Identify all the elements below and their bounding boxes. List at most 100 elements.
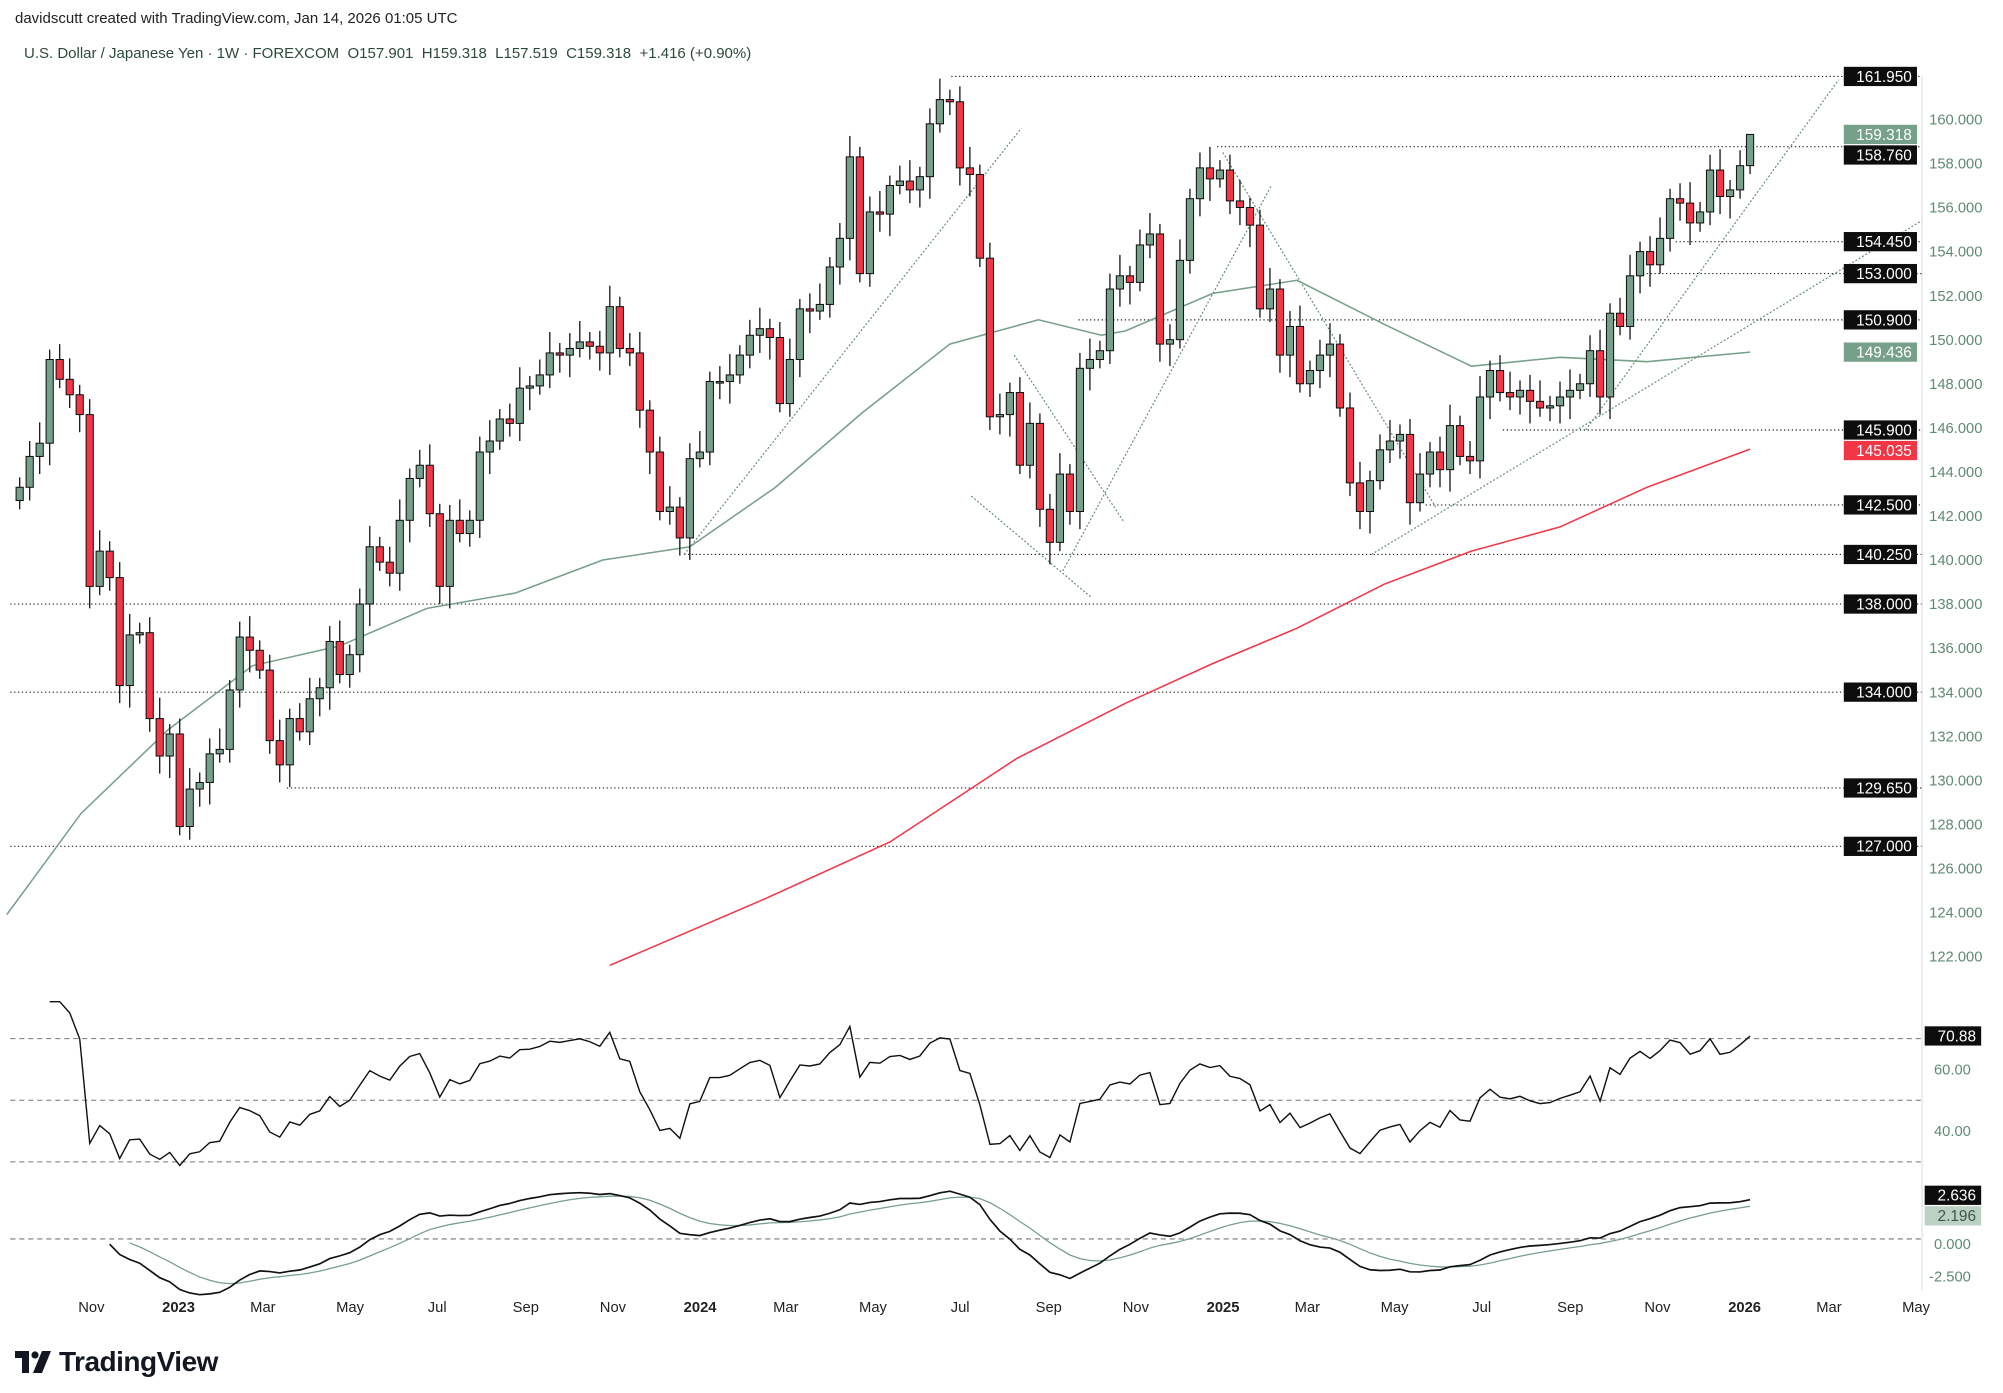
candle-body-up [745,334,754,356]
price-tick-label: 154.000 [1929,245,1982,261]
candle [845,135,854,261]
price-tick-label: 152.000 [1929,289,1982,305]
candle-body-up [395,519,404,574]
candle [315,677,324,717]
candle-body-up [95,550,104,587]
time-axis[interactable]: Nov 2023 Mar May Jul Sep Nov 2024 Mar May Jul Sep No… [78,1300,1930,1316]
candle [405,468,414,543]
candle-body-up [465,519,474,535]
candle-body-down [985,257,995,418]
exchange: FOREXCOM [252,45,340,62]
price-tick-label: 148.000 [1929,377,1982,393]
candle-body-down [875,211,884,215]
candle [505,403,514,437]
candle [1195,152,1205,217]
candle-body-down [335,640,344,676]
time-axis-label: Jul [1472,1300,1491,1316]
candle [15,477,24,510]
ohlc-change: +1.416 (+0.90%) [639,45,752,62]
interval[interactable]: 1W [216,45,240,62]
candle-body-down [105,550,114,579]
candle [1555,381,1565,424]
candle-body-up [135,632,144,636]
candle-body-up [185,788,194,828]
macd-value-box [1924,1206,1982,1226]
price-tick-label: 142.000 [1929,509,1982,525]
price-label-box [1843,145,1917,165]
price-tick-label: 134.000 [1929,685,1982,701]
candle-body-up [565,347,574,356]
candle [1335,334,1345,417]
price-label-box [1843,495,1917,515]
candle [295,703,304,741]
candle-body-up [195,781,204,790]
candle-body-up [825,266,834,305]
candle-body-down [1335,343,1345,409]
candle-body-up [785,358,794,405]
time-axis-label: Sep [1036,1300,1062,1316]
candle-body-up [1385,440,1395,451]
candle [1165,324,1175,367]
candle [825,257,834,318]
candle-body-up [915,176,924,191]
candle-body-down [435,513,444,587]
candle [1075,352,1085,530]
candle [595,330,604,371]
candle-body-down [675,506,684,539]
price-axis[interactable]: 122.000 124.000 126.000 128.000 130.000 132.0… [1843,66,1983,1291]
candle [565,333,574,378]
candle-body-down [1065,473,1075,513]
candle-body-up [1325,343,1335,356]
candle-body-up [45,358,54,444]
time-axis-label: Nov [1123,1300,1150,1316]
candle [785,338,794,417]
candle [1525,374,1535,424]
price-label-box [1843,544,1917,565]
candle [95,530,104,596]
candle [835,222,844,285]
candle-body-down [1535,400,1545,409]
candle-body-down [635,352,644,411]
tradingview-logo[interactable]: TradingView [15,1346,218,1378]
candle [1475,376,1485,479]
price-label: 134.000 [1856,685,1912,702]
candle-body-down [1435,451,1445,471]
candle [715,366,724,400]
symbol-name[interactable]: U.S. Dollar / Japanese Yen [24,45,204,62]
candle-body-down [1295,325,1305,385]
candle-body-down [1255,224,1265,310]
candle [1205,146,1215,201]
candle [1355,461,1365,530]
candle-body-up [1395,433,1405,442]
candle [325,626,334,710]
candle [445,504,454,609]
candle-body-down [245,636,254,651]
macd-value-label: 2.636 [1938,1188,1977,1205]
candle [335,620,344,684]
price-tick-label: 136.000 [1929,641,1982,657]
candle-body-down [255,649,264,671]
candle-body-up [1705,169,1715,213]
trendline [1585,79,1840,431]
candle-body-up [445,519,454,587]
candle [1055,453,1065,552]
candle [1145,213,1155,259]
candle-body-up [525,385,534,389]
candle [1735,150,1745,199]
candle-body-down [85,414,94,587]
candle [615,296,624,358]
price-tick-label: 144.000 [1929,465,1982,481]
candle-body-up [1625,275,1635,327]
candle [1445,404,1455,492]
candle [1225,154,1235,215]
candle [1405,418,1415,525]
candle-body-down [1125,275,1135,283]
candle [1685,182,1695,245]
time-axis-label: May [1381,1300,1409,1316]
candle-body-up [1545,405,1555,409]
candle-body-down [1405,433,1415,504]
candle [525,376,534,411]
price-label-box [1843,420,1917,440]
time-axis-label: Mar [773,1300,798,1316]
